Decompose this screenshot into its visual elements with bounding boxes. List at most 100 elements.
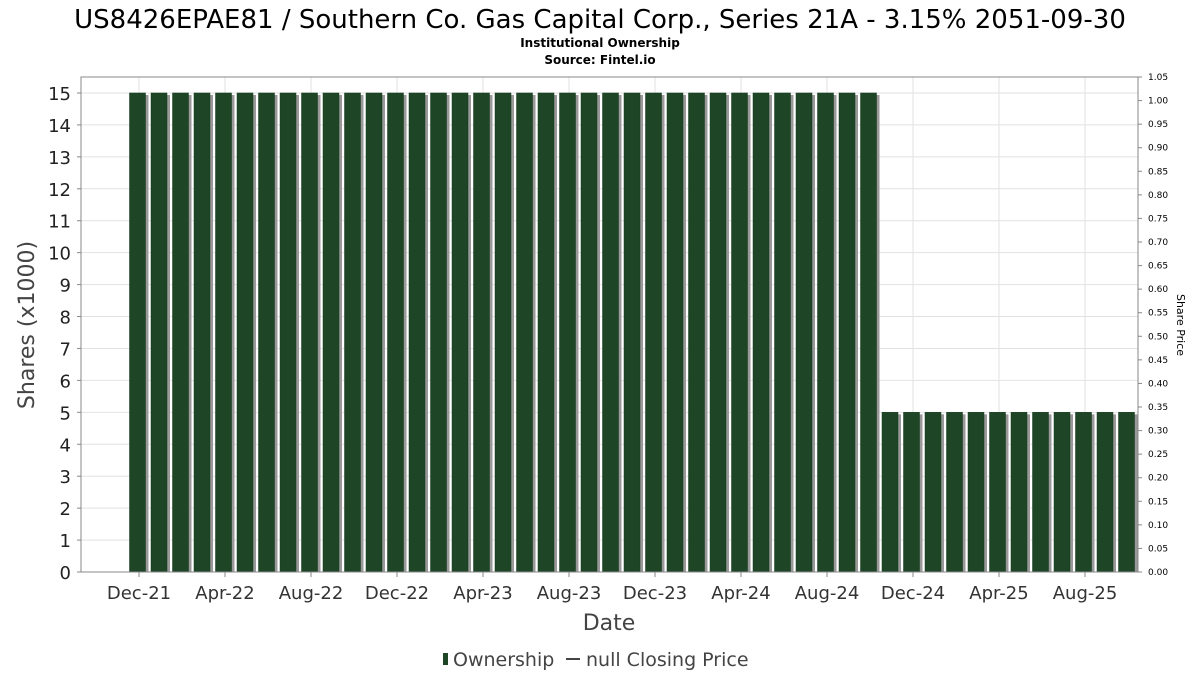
y-tick-label: 13 (48, 148, 71, 169)
y-tick-label: 14 (48, 116, 71, 137)
bar-ownership (774, 92, 791, 573)
x-tick-label: Aug-25 (1053, 583, 1118, 604)
y2-axis-label: Share Price (1174, 294, 1187, 356)
bar-ownership (344, 92, 361, 573)
bars-group (129, 92, 1138, 573)
x-axis-ticks: Dec-21 Apr-22 Aug-22 Dec-22 Apr-23 Aug-23 Dec-… (107, 572, 1117, 604)
x-tick-label: Dec-22 (365, 583, 429, 604)
chart-title: US8426EPAE81 / Southern Co. Gas Capital … (74, 5, 1126, 35)
bar-ownership (279, 92, 297, 573)
y2-tick-label: 0.05 (1148, 544, 1168, 554)
bar-ownership (623, 92, 641, 573)
y2-tick-label: 0.20 (1148, 474, 1168, 484)
x-tick-label: Aug-22 (279, 583, 344, 604)
y2-tick-label: 0.70 (1148, 238, 1168, 248)
y2-tick-label: 0.00 (1148, 568, 1168, 578)
y2-tick-label: 0.85 (1148, 167, 1168, 177)
legend-ownership-label: Ownership (453, 649, 554, 671)
bar-ownership (731, 92, 748, 573)
bar-ownership (150, 92, 168, 573)
x-tick-label: Dec-24 (881, 583, 945, 604)
y-tick-label: 12 (48, 180, 71, 201)
x-tick-label: Apr-22 (195, 583, 254, 604)
bar-ownership (795, 92, 813, 573)
bar-ownership (688, 92, 705, 573)
y2-tick-label: 0.25 (1148, 450, 1168, 460)
legend-ownership-swatch (443, 653, 448, 665)
y-tick-label: 7 (60, 339, 71, 360)
y2-tick-label: 0.15 (1148, 497, 1168, 507)
bar-ownership (258, 92, 275, 573)
bar-ownership (236, 92, 254, 573)
y-tick-label: 8 (60, 308, 71, 329)
bar-ownership (1032, 412, 1049, 573)
bar-ownership (473, 92, 490, 573)
legend-price-label: null Closing Price (586, 649, 749, 671)
x-tick-label: Apr-23 (453, 583, 512, 604)
bar-ownership (602, 92, 619, 573)
bar-ownership (172, 92, 189, 573)
y2-tick-label: 1.00 (1148, 97, 1168, 107)
bar-ownership (559, 92, 576, 573)
y2-tick-label: 1.05 (1148, 73, 1168, 83)
bar-ownership (903, 412, 920, 573)
y-tick-label: 2 (60, 499, 71, 520)
x-axis-label: Date (583, 611, 636, 636)
y2-tick-label: 0.60 (1148, 285, 1168, 295)
y-tick-label: 9 (60, 276, 71, 297)
bar-ownership (1053, 412, 1071, 573)
bar-ownership (494, 92, 512, 573)
x-tick-label: Aug-24 (795, 583, 860, 604)
y2-tick-label: 0.45 (1148, 356, 1168, 366)
x-tick-label: Dec-23 (623, 583, 687, 604)
bar-ownership (924, 412, 942, 573)
y2-axis-ticks: 0.00 0.05 0.10 0.15 0.20 0.25 0.30 0.35 0.40 0.45… (1138, 73, 1168, 578)
y-axis-label: Shares (x1000) (15, 241, 40, 409)
y2-tick-label: 0.55 (1148, 309, 1168, 319)
plot-frame (80, 76, 1139, 573)
bar-ownership (860, 92, 877, 573)
bar-ownership (1096, 412, 1114, 573)
bar-ownership (451, 92, 469, 573)
bar-ownership (817, 92, 834, 573)
bar-ownership (408, 92, 426, 573)
y-tick-label: 6 (60, 371, 71, 392)
y2-tick-label: 0.90 (1148, 144, 1168, 154)
chart-source: Source: Fintel.io (544, 53, 655, 67)
y2-tick-label: 0.30 (1148, 427, 1168, 437)
bar-ownership (387, 92, 404, 573)
bar-ownership (580, 92, 598, 573)
bar-ownership (215, 92, 232, 573)
bar-ownership (709, 92, 727, 573)
bar-ownership (322, 92, 340, 573)
y-tick-label: 5 (60, 403, 71, 424)
bar-ownership (1075, 412, 1092, 573)
y-tick-label: 1 (60, 531, 71, 552)
y2-tick-label: 0.95 (1148, 120, 1168, 130)
y2-tick-label: 0.75 (1148, 214, 1168, 224)
bar-ownership (881, 412, 899, 573)
y-tick-label: 0 (60, 563, 71, 584)
y-tick-label: 15 (48, 84, 71, 105)
bar-ownership (301, 92, 318, 573)
bar-ownership (129, 92, 146, 573)
y2-tick-label: 0.80 (1148, 191, 1168, 201)
bar-ownership (645, 92, 662, 573)
bar-ownership (967, 412, 985, 573)
y2-tick-label: 0.40 (1148, 379, 1168, 389)
y-tick-label: 10 (48, 244, 71, 265)
bar-ownership (989, 412, 1006, 573)
bar-ownership (1118, 412, 1135, 573)
bar-ownership (946, 412, 963, 573)
legend: Ownership null Closing Price (443, 649, 749, 671)
x-tick-label: Apr-24 (711, 583, 770, 604)
bar-ownership (1010, 412, 1028, 573)
bar-ownership (537, 92, 555, 573)
bar-ownership (193, 92, 211, 573)
y2-tick-label: 0.35 (1148, 403, 1168, 413)
chart-subtitle: Institutional Ownership (520, 36, 680, 50)
y-tick-label: 4 (60, 435, 71, 456)
bar-ownership (516, 92, 533, 573)
